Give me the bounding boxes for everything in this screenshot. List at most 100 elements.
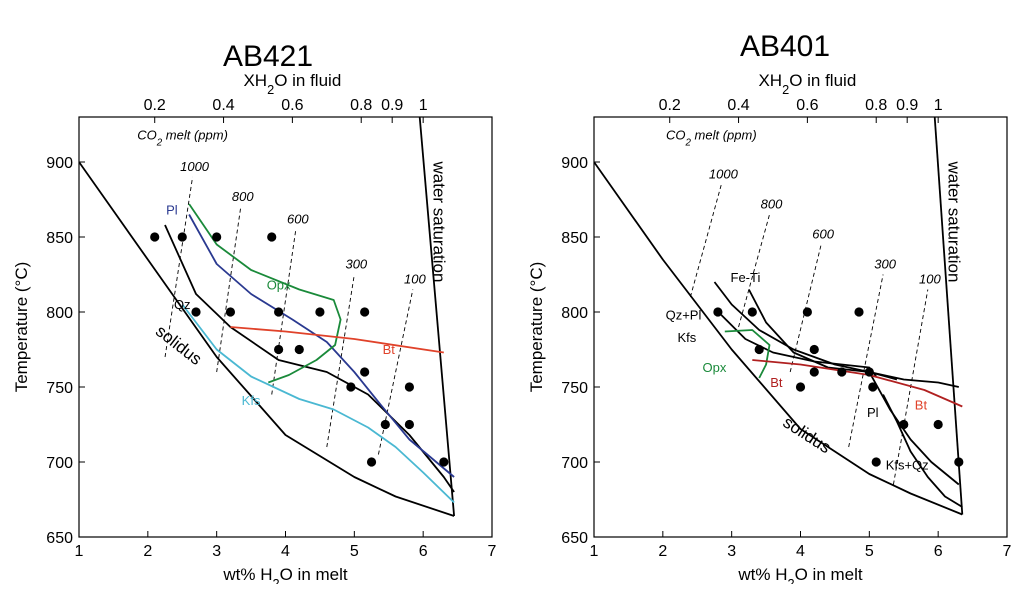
x-tick-label: 7 xyxy=(488,543,497,560)
curve-pl xyxy=(188,214,455,478)
curve-opx xyxy=(188,203,342,384)
co2-title: CO2 melt (ppm) xyxy=(666,128,757,149)
top-tick-label: 0.8 xyxy=(350,97,372,114)
curve-solidus xyxy=(594,161,963,516)
y-tick-label: 700 xyxy=(561,455,588,472)
experiment-point xyxy=(854,307,864,317)
experiment-point xyxy=(274,344,284,355)
curve-kfs xyxy=(720,314,877,378)
curve-pl xyxy=(868,371,960,486)
co2-isopleth-label: 1000 xyxy=(180,159,210,174)
y-tick-label: 850 xyxy=(561,230,588,247)
co2-isopleth-label: 300 xyxy=(345,257,367,272)
x-tick-label: 7 xyxy=(1003,543,1012,560)
curve-water-saturation xyxy=(933,117,964,515)
y-axis-label: Temperature (°C) xyxy=(12,262,31,393)
experiment-point xyxy=(809,367,819,377)
y-tick-label: 900 xyxy=(46,155,73,172)
top-tick-label: 0.9 xyxy=(381,97,403,114)
experiment-point xyxy=(802,307,812,317)
x-tick-label: 3 xyxy=(727,543,736,560)
y-tick-label: 800 xyxy=(46,305,73,322)
x-tick-label: 4 xyxy=(281,543,290,560)
top-tick-label: 0.8 xyxy=(865,97,887,114)
y-tick-label: 650 xyxy=(46,530,73,547)
experiment-point xyxy=(380,419,390,430)
x-tick-label: 6 xyxy=(419,543,428,560)
annotation-bt: Bt xyxy=(770,375,783,390)
annotation-bt: Bt xyxy=(383,342,396,357)
experiment-point xyxy=(837,367,847,377)
experiment-point xyxy=(933,419,943,430)
annotation-pl: Pl xyxy=(166,203,178,218)
curve-bt xyxy=(230,326,444,354)
x-axis-label: wt% H2O in melt xyxy=(222,565,348,584)
co2-title: CO2 melt (ppm) xyxy=(137,128,228,149)
co2-isopleth-label: 800 xyxy=(232,189,254,204)
co2-isopleth-label: 600 xyxy=(287,212,309,227)
annotation-water-saturation: water saturation xyxy=(944,161,963,283)
experiment-point xyxy=(871,457,881,467)
experiment-point xyxy=(191,307,201,317)
annotation-kfs: Kfs xyxy=(678,330,697,345)
annotation-kfs-qz: Kfs+Qz xyxy=(886,458,929,473)
experiment-point xyxy=(747,307,757,317)
chart-title: AB401 xyxy=(740,30,830,63)
curve-opx xyxy=(724,329,771,379)
annotation-opx: Opx xyxy=(267,278,291,293)
y-axis-label: Temperature (°C) xyxy=(527,262,546,393)
curve-fe-ti xyxy=(748,289,898,381)
experiment-point xyxy=(795,382,806,392)
experiment-point xyxy=(267,232,277,242)
y-tick-label: 650 xyxy=(561,530,588,547)
curve-solidus xyxy=(79,161,455,517)
annotation-fe-ti: Fe-Ti xyxy=(731,270,761,285)
x-tick-label: 5 xyxy=(350,543,359,560)
experiment-point xyxy=(713,307,723,317)
co2-isopleth-100 xyxy=(377,289,414,455)
annotation-qz-pl: Qz+Pl xyxy=(666,308,702,323)
y-tick-label: 900 xyxy=(561,155,588,172)
experiment-point xyxy=(360,307,370,317)
co2-isopleth-300 xyxy=(326,274,355,448)
top-tick-label: 0.2 xyxy=(659,97,681,114)
co2-isopleth-300 xyxy=(848,274,884,448)
co2-isopleth-label: 100 xyxy=(404,272,426,287)
experiment-point xyxy=(809,344,819,355)
top-axis-label: XH2O in fluid xyxy=(243,71,341,97)
top-tick-label: 0.2 xyxy=(144,97,166,114)
y-tick-label: 700 xyxy=(46,455,73,472)
annotation-pl: Pl xyxy=(867,405,879,420)
chart-title: AB421 xyxy=(223,40,313,73)
y-tick-label: 850 xyxy=(46,230,73,247)
top-tick-label: 0.4 xyxy=(212,97,234,114)
x-tick-label: 2 xyxy=(143,543,152,560)
co2-isopleth-800 xyxy=(738,214,770,328)
experiment-point xyxy=(864,367,874,377)
experiment-point xyxy=(366,457,377,467)
top-tick-label: 0.4 xyxy=(727,97,749,114)
annotation-solidus: solidus xyxy=(780,413,835,458)
curve-qz xyxy=(164,224,455,493)
x-tick-label: 6 xyxy=(934,543,943,560)
experiment-point xyxy=(294,344,304,355)
curve-kfs xyxy=(181,303,455,504)
annotation-water-saturation: water saturation xyxy=(429,161,448,283)
co2-isopleth-800 xyxy=(216,206,242,373)
panel-AB401: AB401 XH2O in fluid 0.2 0.4 0.6 0.8 0.9 1 1 2 3 4 5 6… xyxy=(527,30,1012,589)
experiment-point xyxy=(225,307,236,317)
experiment-point xyxy=(899,419,909,430)
experiment-point xyxy=(439,457,449,467)
experiment-point xyxy=(212,232,222,242)
annotation-qz: Qz xyxy=(174,297,191,312)
co2-isopleth-1000 xyxy=(164,176,194,358)
x-tick-label: 2 xyxy=(658,543,667,560)
co2-isopleth-label: 300 xyxy=(874,257,896,272)
experiment-point xyxy=(360,367,370,377)
co2-isopleth-label: 100 xyxy=(919,272,941,287)
experiment-point xyxy=(754,344,764,355)
x-tick-label: 1 xyxy=(590,543,599,560)
top-axis-label: XH2O in fluid xyxy=(758,71,856,97)
y-tick-label: 750 xyxy=(561,380,588,397)
